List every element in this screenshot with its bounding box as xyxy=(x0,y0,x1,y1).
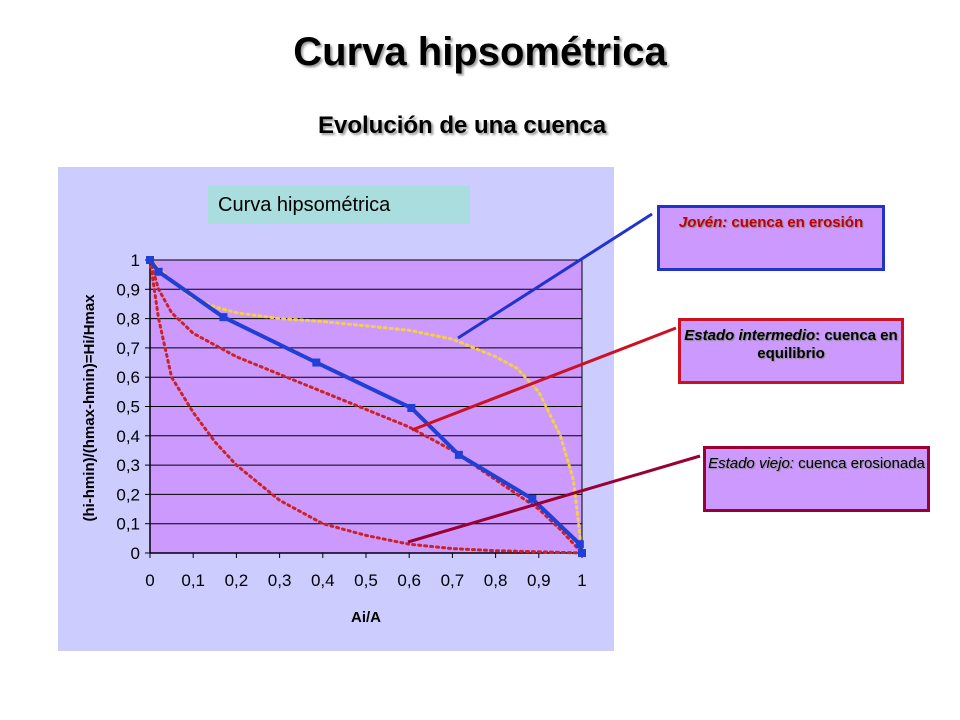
tick-labels: 0 0,1 0,2 0,3 0,4 0,5 0,6 0,7 0,8 0,9 1 0 0,1 0,2 0,3 0… xyxy=(116,251,586,590)
chart-title: Curva hipsométrica xyxy=(208,186,470,224)
main-series-point xyxy=(312,358,321,367)
callout-young-text: cuenca en erosión xyxy=(727,214,864,231)
x-tick-label: 0 xyxy=(145,571,154,590)
leader-line-old xyxy=(407,454,701,544)
y-tick-label: 0,4 xyxy=(116,427,140,446)
leader-line-intermediate xyxy=(411,326,677,432)
y-tick-label: 0,1 xyxy=(116,515,140,534)
main-series-point xyxy=(407,403,416,412)
main-series-point xyxy=(575,540,584,549)
callout-young: Jovén: cuenca en erosión xyxy=(657,205,885,271)
main-series-point xyxy=(528,494,537,503)
y-tick-label: 0,5 xyxy=(116,398,140,417)
page-subtitle: Evolución de una cuenca xyxy=(318,112,607,139)
y-tick-label: 1 xyxy=(131,251,140,270)
y-tick-label: 0,9 xyxy=(116,280,140,299)
main-series-point xyxy=(146,256,154,264)
x-tick-label: 0,8 xyxy=(484,571,508,590)
y-tick-label: 0,6 xyxy=(116,368,140,387)
y-tick-label: 0,2 xyxy=(116,485,140,504)
y-tick-label: 0,8 xyxy=(116,310,140,329)
y-axis-title: (hi-hmin)/(hmax-hmin)=Hi/Hmax xyxy=(81,294,98,522)
x-tick-label: 0,7 xyxy=(441,571,465,590)
callout-leader-lines xyxy=(407,212,701,544)
callout-old: Estado viejo: cuenca erosionada xyxy=(703,446,930,512)
y-tick-label: 0,7 xyxy=(116,339,140,358)
callout-old-text: cuenca erosionada xyxy=(793,455,925,472)
callout-young-italic: Jovén: xyxy=(678,214,728,231)
x-tick-label: 0,5 xyxy=(354,571,378,590)
main-series-point xyxy=(454,450,463,459)
callout-old-italic: Estado viejo: xyxy=(708,455,794,472)
x-tick-label: 0,2 xyxy=(225,571,249,590)
x-tick-label: 0,6 xyxy=(397,571,421,590)
x-axis-title: Ai/A xyxy=(351,609,381,626)
old-curve-line xyxy=(148,258,584,555)
x-tick-label: 0,1 xyxy=(181,571,205,590)
x-tick-label: 0,9 xyxy=(527,571,551,590)
page-title: Curva hipsométrica xyxy=(293,30,667,74)
main-series-point xyxy=(154,267,163,276)
main-series-point xyxy=(578,549,586,557)
callout-intermediate: Estado intermedio: cuenca en equilibrio xyxy=(678,318,904,384)
x-tick-label: 0,3 xyxy=(268,571,292,590)
x-tick-label: 0,4 xyxy=(311,571,335,590)
axes xyxy=(145,259,583,558)
y-tick-label: 0,3 xyxy=(116,456,140,475)
callout-intermediate-italic: Estado intermedio xyxy=(684,327,816,344)
leader-line-young xyxy=(457,212,653,340)
x-tick-label: 1 xyxy=(577,571,586,590)
callout-intermediate-text: : cuenca en equilibrio xyxy=(757,327,898,362)
y-tick-label: 0 xyxy=(131,544,140,563)
main-series-point xyxy=(219,313,228,322)
